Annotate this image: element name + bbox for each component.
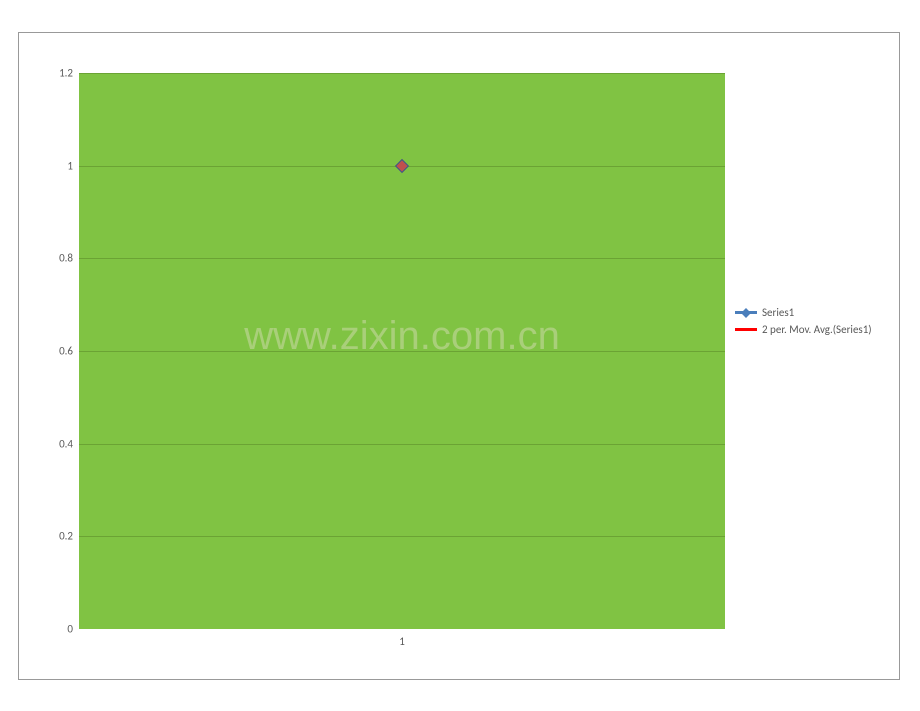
y-tick-label: 0.2: [59, 530, 73, 543]
x-tick-label: 1: [399, 635, 405, 648]
y-tick-label: 0: [67, 623, 73, 636]
chart-frame: www.zixin.com.cn 00.20.40.60.811.21 Seri…: [18, 32, 900, 680]
legend-line-icon: [735, 311, 757, 314]
gridline: [79, 73, 725, 74]
gridline: [79, 258, 725, 259]
plot-area: www.zixin.com.cn 00.20.40.60.811.21: [79, 73, 725, 629]
y-tick-label: 1: [67, 159, 73, 172]
watermark-text: www.zixin.com.cn: [244, 314, 560, 359]
legend-diamond-icon: [741, 308, 751, 318]
legend-entry: 2 per. Mov. Avg.(Series1): [735, 323, 872, 336]
y-tick-label: 1.2: [59, 67, 73, 80]
y-tick-label: 0.8: [59, 252, 73, 265]
data-point: [395, 159, 409, 173]
gridline: [79, 351, 725, 352]
legend-label: Series1: [762, 306, 794, 319]
legend-line-icon: [735, 328, 757, 331]
gridline: [79, 444, 725, 445]
gridline: [79, 536, 725, 537]
legend-label: 2 per. Mov. Avg.(Series1): [762, 323, 872, 336]
y-tick-label: 0.6: [59, 345, 73, 358]
y-tick-label: 0.4: [59, 437, 73, 450]
legend-entry: Series1: [735, 306, 872, 319]
chart-legend: Series1 2 per. Mov. Avg.(Series1): [735, 306, 872, 340]
